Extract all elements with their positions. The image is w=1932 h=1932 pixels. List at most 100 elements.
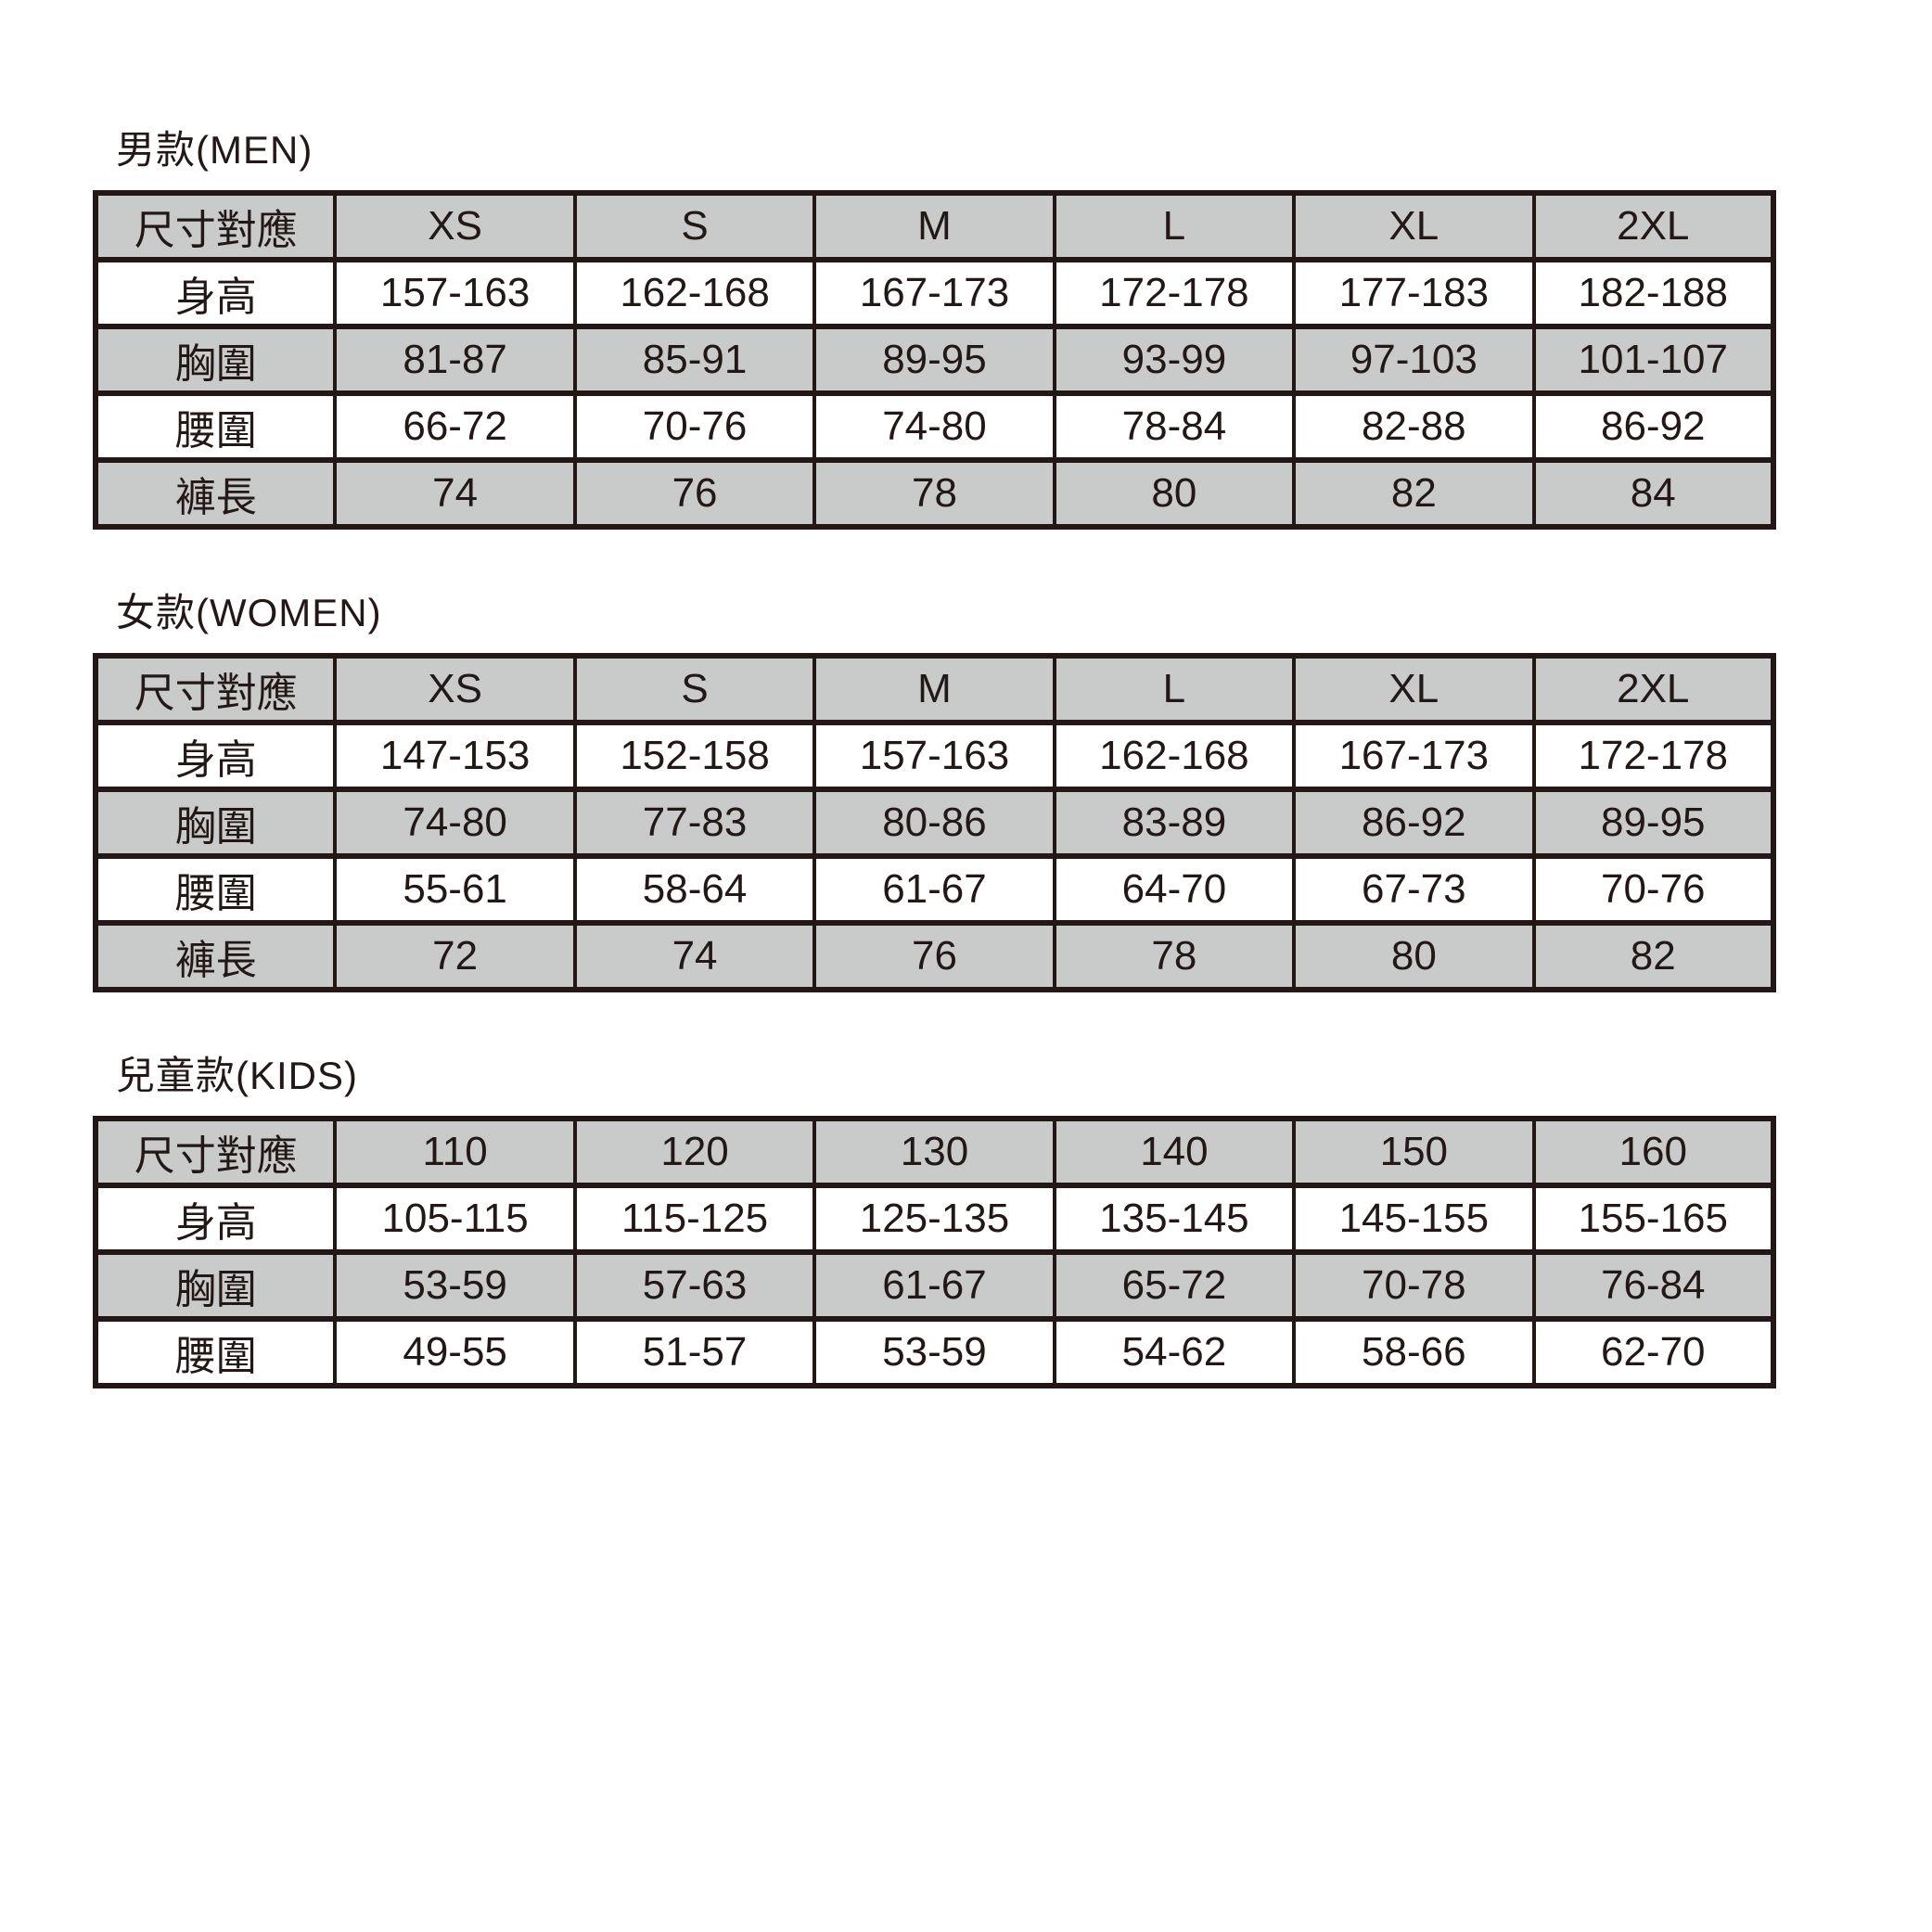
value-cell: 172-178 [1052,257,1297,329]
size-table-section: 女款(WOMEN) 尺寸對應 XS S M L XL 2XL 身高 147-153 152-158 1… [93,582,1932,992]
table-row: 腰圍 55-61 58-64 61-67 64-70 67-73 70-76 [93,853,1776,926]
value-cell: 72 [333,920,577,992]
value-cell: 93-99 [1052,324,1297,396]
table-row: 褲長 74 76 78 80 82 84 [93,457,1776,530]
value-cell: 80-86 [812,787,1056,859]
value-cell: 74 [572,920,817,992]
value-cell: 78 [812,457,1056,530]
size-table-section: 男款(MEN) 尺寸對應 XS S M L XL 2XL 身高 157-163 162-168 167… [93,119,1932,530]
table-row: 胸圍 74-80 77-83 80-86 83-89 86-92 89-95 [93,787,1776,859]
table-title: 男款(MEN) [116,128,313,172]
value-cell: 162-168 [1052,720,1297,792]
size-table: 尺寸對應 XS S M L XL 2XL 身高 147-153 152-158 157-163 162… [93,653,1776,992]
value-cell: 80 [1052,457,1297,530]
table-title: 女款(WOMEN) [116,591,382,634]
table-row: 身高 147-153 152-158 157-163 162-168 167-173 172… [93,720,1776,792]
row-label-cell: 腰圍 [93,1316,338,1388]
size-header-cell: XL [1292,190,1536,262]
table-row: 身高 105-115 115-125 125-135 135-145 145-155 155… [93,1183,1776,1255]
header-row: 尺寸對應 XS S M L XL 2XL [93,653,1776,725]
row-label-cell: 褲長 [93,457,338,530]
value-cell: 167-173 [812,257,1056,329]
row-label-cell: 胸圍 [93,787,338,859]
table-body: 身高 105-115 115-125 125-135 135-145 145-155 155… [93,1183,1776,1388]
row-label-cell: 褲長 [93,920,338,992]
row-label-cell: 胸圍 [93,1249,338,1322]
table-row: 褲長 72 74 76 78 80 82 [93,920,1776,992]
row-label-cell: 胸圍 [93,324,338,396]
size-table-section: 兒童款(KIDS) 尺寸對應 110 120 130 140 150 160 身高 105-115… [93,1044,1932,1388]
value-cell: 70-76 [1531,853,1776,926]
row-label-cell: 腰圍 [93,390,338,463]
table-header: 尺寸對應 110 120 130 140 150 160 [93,1116,1776,1188]
value-cell: 115-125 [572,1183,817,1255]
value-cell: 57-63 [572,1249,817,1322]
value-cell: 70-76 [572,390,817,463]
row-label-cell: 身高 [93,1183,338,1255]
value-cell: 83-89 [1052,787,1297,859]
value-cell: 64-70 [1052,853,1297,926]
size-header-cell: L [1052,653,1297,725]
value-cell: 89-95 [1531,787,1776,859]
table-header: 尺寸對應 XS S M L XL 2XL [93,190,1776,262]
value-cell: 58-64 [572,853,817,926]
size-table: 尺寸對應 110 120 130 140 150 160 身高 105-115 115-125 12… [93,1116,1776,1388]
size-header-cell: S [572,653,817,725]
value-cell: 58-66 [1292,1316,1536,1388]
value-cell: 85-91 [572,324,817,396]
value-cell: 152-158 [572,720,817,792]
value-cell: 53-59 [812,1316,1056,1388]
value-cell: 82-88 [1292,390,1536,463]
size-table: 尺寸對應 XS S M L XL 2XL 身高 157-163 162-168 167-173 172… [93,190,1776,530]
value-cell: 54-62 [1052,1316,1297,1388]
corner-header-cell: 尺寸對應 [93,653,338,725]
value-cell: 145-155 [1292,1183,1536,1255]
value-cell: 81-87 [333,324,577,396]
value-cell: 82 [1292,457,1536,530]
value-cell: 74-80 [333,787,577,859]
table-row: 腰圍 49-55 51-57 53-59 54-62 58-66 62-70 [93,1316,1776,1388]
value-cell: 162-168 [572,257,817,329]
value-cell: 66-72 [333,390,577,463]
value-cell: 167-173 [1292,720,1536,792]
value-cell: 61-67 [812,853,1056,926]
value-cell: 86-92 [1292,787,1536,859]
size-header-cell: XS [333,190,577,262]
value-cell: 157-163 [812,720,1056,792]
value-cell: 86-92 [1531,390,1776,463]
size-header-cell: 2XL [1531,190,1776,262]
value-cell: 74-80 [812,390,1056,463]
value-cell: 49-55 [333,1316,577,1388]
value-cell: 70-78 [1292,1249,1536,1322]
value-cell: 105-115 [333,1183,577,1255]
header-row: 尺寸對應 110 120 130 140 150 160 [93,1116,1776,1188]
size-header-cell: 110 [333,1116,577,1188]
value-cell: 51-57 [572,1316,817,1388]
value-cell: 62-70 [1531,1316,1776,1388]
value-cell: 55-61 [333,853,577,926]
value-cell: 155-165 [1531,1183,1776,1255]
value-cell: 76 [572,457,817,530]
value-cell: 74 [333,457,577,530]
value-cell: 76 [812,920,1056,992]
value-cell: 76-84 [1531,1249,1776,1322]
corner-header-cell: 尺寸對應 [93,1116,338,1188]
value-cell: 125-135 [812,1183,1056,1255]
size-header-cell: XL [1292,653,1536,725]
value-cell: 67-73 [1292,853,1536,926]
table-title: 兒童款(KIDS) [116,1054,359,1097]
size-header-cell: S [572,190,817,262]
value-cell: 78-84 [1052,390,1297,463]
size-header-cell: 130 [812,1116,1056,1188]
size-header-cell: M [812,190,1056,262]
value-cell: 172-178 [1531,720,1776,792]
row-label-cell: 身高 [93,720,338,792]
table-header: 尺寸對應 XS S M L XL 2XL [93,653,1776,725]
header-row: 尺寸對應 XS S M L XL 2XL [93,190,1776,262]
table-body: 身高 157-163 162-168 167-173 172-178 177-183 182… [93,257,1776,530]
value-cell: 77-83 [572,787,817,859]
value-cell: 157-163 [333,257,577,329]
size-header-cell: 140 [1052,1116,1297,1188]
value-cell: 78 [1052,920,1297,992]
